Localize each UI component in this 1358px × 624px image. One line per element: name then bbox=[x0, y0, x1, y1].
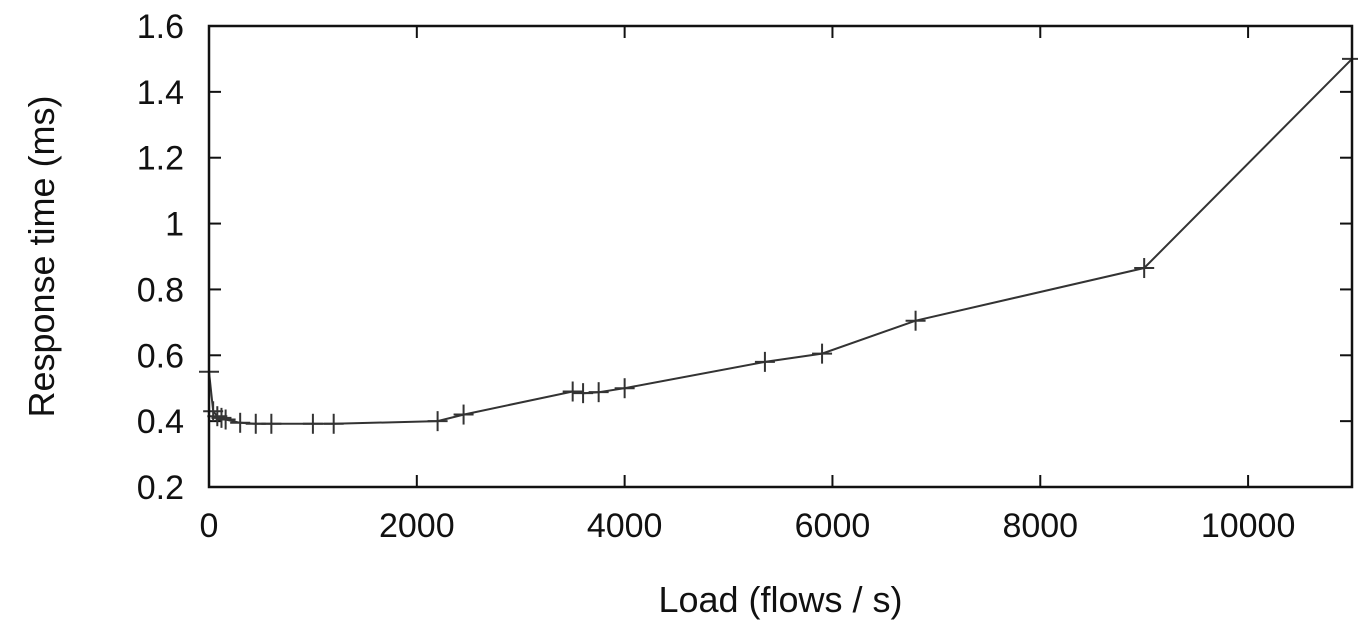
x-tick-label: 0 bbox=[200, 507, 219, 545]
y-axis-title: Response time (ms) bbox=[21, 95, 62, 417]
data-point bbox=[261, 413, 282, 434]
plot-frame bbox=[207, 24, 1354, 489]
series-line bbox=[208, 58, 1353, 425]
data-point bbox=[905, 310, 926, 331]
y-tick-label: 1.6 bbox=[137, 8, 184, 46]
data-point bbox=[427, 411, 448, 432]
y-tick-label: 0.2 bbox=[137, 469, 184, 507]
data-point bbox=[588, 382, 609, 403]
data-point bbox=[812, 343, 833, 364]
x-axis-title: Load (flows / s) bbox=[658, 579, 902, 620]
y-tick-label: 1 bbox=[165, 206, 184, 244]
data-point bbox=[614, 378, 635, 399]
data-point bbox=[302, 413, 323, 434]
data-point bbox=[1134, 258, 1155, 279]
data-point bbox=[323, 413, 344, 434]
x-tick-label: 8000 bbox=[1002, 507, 1078, 545]
axis-tick-labels: 0 2000 4000 6000 8000 10000 0.2 0.4 0.6 0.8 1 1.2 1.… bbox=[137, 8, 1296, 545]
y-tick-label: 0.6 bbox=[137, 337, 184, 375]
x-tick-label: 10000 bbox=[1201, 507, 1296, 545]
y-tick-label: 1.2 bbox=[137, 140, 184, 178]
data-point bbox=[562, 381, 583, 402]
data-point bbox=[453, 404, 474, 425]
data-point bbox=[754, 351, 775, 372]
axis-ticks bbox=[208, 25, 1352, 488]
data-point bbox=[215, 409, 236, 430]
data-point bbox=[207, 406, 228, 427]
y-tick-label: 0.8 bbox=[137, 271, 184, 309]
x-tick-label: 2000 bbox=[379, 507, 455, 545]
x-tick-label: 4000 bbox=[587, 507, 663, 545]
y-tick-label: 1.4 bbox=[137, 74, 184, 112]
y-tick-label: 0.4 bbox=[137, 403, 184, 441]
data-point bbox=[211, 407, 232, 428]
series-layer bbox=[199, 48, 1358, 434]
x-tick-label: 6000 bbox=[795, 507, 871, 545]
